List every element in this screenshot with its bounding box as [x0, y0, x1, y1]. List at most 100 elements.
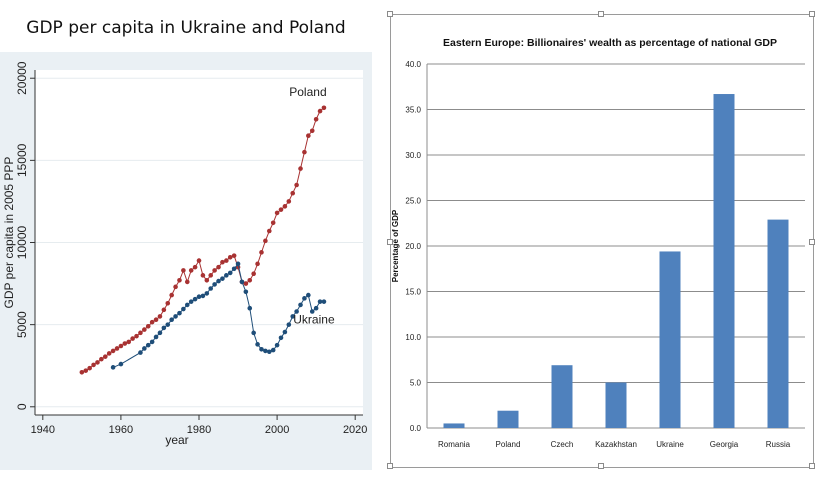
data-point-poland: [169, 292, 174, 298]
data-point-poland: [165, 300, 171, 306]
data-point-ukraine: [204, 291, 210, 296]
data-point-poland: [266, 228, 272, 234]
resize-handle-bottom-right[interactable]: [809, 463, 815, 469]
data-point-poland: [184, 279, 190, 285]
data-point-ukraine: [231, 266, 237, 272]
data-point-poland: [274, 210, 280, 216]
resize-handle-bottom-center[interactable]: [598, 463, 604, 469]
data-point-poland: [157, 314, 163, 319]
data-point-ukraine: [188, 299, 194, 304]
data-point-ukraine: [313, 305, 319, 311]
data-point-poland: [255, 261, 260, 267]
data-point-poland: [313, 116, 319, 122]
data-point-ukraine: [118, 361, 124, 367]
data-point-ukraine: [184, 302, 190, 308]
data-point-ukraine: [290, 314, 296, 319]
data-point-poland: [208, 273, 214, 278]
data-point-poland: [114, 346, 120, 351]
data-point-poland: [216, 264, 221, 270]
resize-handle-top-center[interactable]: [598, 11, 604, 17]
data-point-poland: [173, 284, 178, 290]
data-point-ukraine: [173, 314, 178, 319]
x-tick-label: Kazakhstan: [595, 440, 637, 449]
data-point-poland: [188, 268, 194, 273]
data-point-ukraine: [282, 329, 288, 335]
data-point-ukraine: [278, 335, 284, 341]
y-tick-label: 40.0: [405, 60, 421, 69]
data-point-poland: [200, 273, 206, 278]
x-tick-label: 1960: [109, 424, 133, 436]
y-tick-label: 20000: [15, 61, 29, 95]
y-tick-label: 30.0: [405, 151, 421, 160]
data-point-ukraine: [200, 293, 206, 299]
x-tick-label: Romania: [438, 440, 471, 449]
data-point-ukraine: [243, 289, 249, 295]
data-point-poland: [126, 339, 132, 345]
data-point-ukraine: [161, 325, 167, 331]
data-point-ukraine: [220, 276, 225, 281]
y-tick-label: 25.0: [405, 197, 421, 206]
data-point-poland: [110, 348, 116, 354]
bar-romania: [443, 423, 465, 428]
data-point-ukraine: [110, 365, 116, 370]
bar-czech: [551, 365, 573, 428]
right-chart-panel[interactable]: Eastern Europe: Billionaires' wealth as …: [387, 11, 815, 469]
data-point-ukraine: [255, 342, 260, 347]
y-tick-label: 35.0: [405, 106, 421, 115]
y-tick-label: 5000: [15, 311, 29, 338]
bar-russia: [767, 219, 789, 428]
data-point-ukraine: [192, 296, 198, 302]
x-tick-label: 2000: [265, 424, 289, 436]
data-point-poland: [282, 204, 288, 209]
data-point-ukraine: [286, 322, 292, 327]
data-point-poland: [321, 105, 327, 111]
resize-handle-bottom-left[interactable]: [387, 463, 393, 469]
data-point-ukraine: [212, 282, 217, 287]
x-tick-label: Georgia: [710, 440, 739, 449]
y-tick-label: 0.0: [410, 424, 422, 433]
bar-chart-title: Eastern Europe: Billionaires' wealth as …: [443, 37, 777, 49]
data-point-poland: [181, 268, 186, 273]
left-chart-panel: GDP per capita in Ukraine and Poland 0 50…: [0, 0, 372, 502]
resize-handle-top-left[interactable]: [387, 11, 393, 17]
data-point-ukraine: [157, 330, 163, 336]
data-point-ukraine: [149, 339, 155, 345]
data-point-ukraine: [177, 310, 182, 316]
data-point-poland: [231, 253, 237, 258]
data-point-ukraine: [165, 322, 171, 327]
resize-handle-top-right[interactable]: [809, 11, 815, 17]
data-point-poland: [118, 343, 124, 349]
y-tick-label: 15.0: [405, 288, 421, 297]
data-point-poland: [95, 360, 100, 365]
data-point-poland: [243, 281, 249, 286]
line-chart: 0 5000 10000 15000 20000 1940 1960 1980 2000 2020…: [0, 52, 372, 470]
data-point-poland: [102, 354, 108, 359]
series-label-ukraine: Ukraine: [293, 313, 335, 327]
data-point-ukraine: [216, 278, 221, 284]
data-point-poland: [259, 250, 264, 255]
x-tick-label: 2020: [343, 424, 367, 436]
resize-handle-middle-right[interactable]: [809, 239, 815, 245]
data-point-ukraine: [208, 286, 214, 291]
data-point-poland: [263, 238, 268, 244]
data-point-poland: [149, 319, 155, 325]
data-point-ukraine: [259, 346, 264, 352]
data-point-ukraine: [142, 346, 147, 351]
x-tick-label: Poland: [496, 440, 521, 449]
data-point-poland: [278, 207, 284, 212]
data-point-poland: [153, 317, 159, 323]
data-point-ukraine: [138, 350, 143, 355]
data-point-poland: [142, 327, 147, 332]
bar-chart: Eastern Europe: Billionaires' wealth as …: [391, 37, 805, 449]
data-point-ukraine: [153, 334, 159, 340]
data-point-poland: [227, 254, 233, 260]
data-point-poland: [309, 128, 315, 134]
y-tick-label: 15000: [15, 143, 29, 177]
data-point-poland: [302, 149, 307, 155]
data-point-poland: [251, 271, 256, 277]
data-point-ukraine: [302, 296, 307, 301]
data-point-ukraine: [181, 306, 186, 312]
data-point-poland: [298, 166, 303, 171]
resize-handle-middle-left[interactable]: [387, 239, 393, 245]
left-chart-title: GDP per capita in Ukraine and Poland: [26, 18, 346, 38]
